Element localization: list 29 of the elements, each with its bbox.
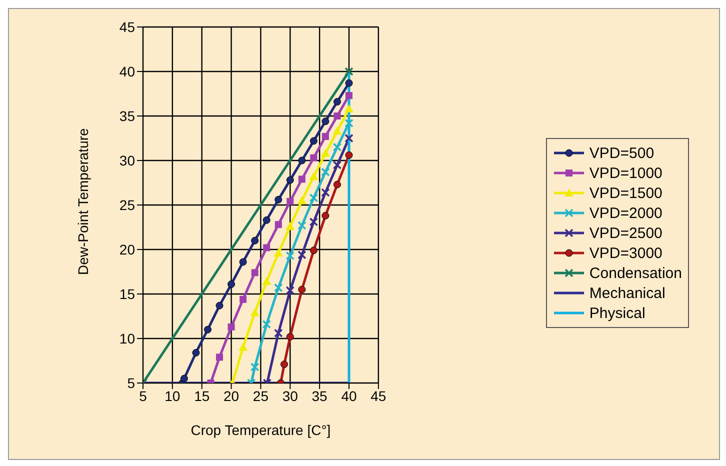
legend-label: VPD=2500 xyxy=(589,224,662,242)
x-tick-label: 5 xyxy=(139,388,148,404)
legend-label: VPD=3000 xyxy=(589,244,662,262)
x-tick-label: 35 xyxy=(312,388,328,404)
x-tick-label: 40 xyxy=(341,388,357,404)
y-tick-label: 30 xyxy=(119,152,136,168)
y-tick-label: 25 xyxy=(119,196,136,213)
y-tick-label: 20 xyxy=(119,241,136,258)
x-tick-label: 30 xyxy=(282,388,298,404)
legend-label: VPD=2000 xyxy=(589,204,662,222)
y-tick-label: 15 xyxy=(119,286,136,302)
y-tick-label: 5 xyxy=(127,374,136,391)
y-tick-label: 35 xyxy=(119,108,136,124)
x-tick-label: 25 xyxy=(252,388,269,404)
legend-label: VPD=500 xyxy=(589,144,654,162)
legend-label: Mechanical xyxy=(589,284,666,302)
x-tick-label: 10 xyxy=(164,388,180,404)
y-axis-title: Dew-Point Temperature xyxy=(74,128,91,275)
y-tick-label: 10 xyxy=(119,330,136,346)
x-tick-label: 15 xyxy=(194,388,210,404)
legend-label: Physical xyxy=(589,304,646,322)
legend-label: VPD=1000 xyxy=(589,164,662,182)
legend-label: Condensation xyxy=(589,264,682,282)
legend-label: VPD=1500 xyxy=(589,184,662,202)
y-tick-label: 45 xyxy=(119,18,136,35)
x-tick-label: 45 xyxy=(370,388,386,404)
x-tick-label: 20 xyxy=(223,388,240,404)
x-axis-title: Crop Temperature [C°] xyxy=(190,422,331,438)
y-tick-label: 40 xyxy=(119,63,136,80)
